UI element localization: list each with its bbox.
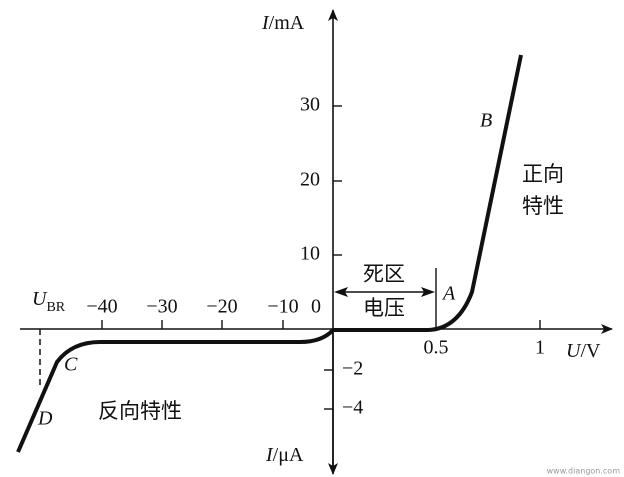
symbol: I [261,12,270,34]
symbol: U [32,288,48,310]
x-tick-label: 0.5 [424,337,449,359]
y-tick-label: 10 [300,243,320,265]
x-tick-label: 1 [535,337,545,359]
unit: /μA [273,444,304,466]
y-top-label: I/mA [261,12,305,34]
watermark: www.diangon.com [547,467,621,476]
point-label: D [37,408,53,430]
symbol: U [566,340,582,362]
subscript: BR [46,300,65,315]
y-tick-label: −4 [342,397,363,419]
point-label: B [480,110,492,132]
ticks [101,105,541,410]
x-tick-label: −20 [206,296,237,318]
y-tick-label: −2 [342,358,363,380]
x-label: U/V [566,340,601,362]
reverse-curve [16,328,335,453]
breakdown-label: UBR [32,288,66,316]
forward-curve [333,54,523,332]
symbol: I [265,444,274,466]
reverse-label: 反向特性 [98,399,182,423]
dead-zone-label: 死区 [363,262,405,286]
forward-label: 正向 [522,162,564,186]
y-tick-label: 30 [300,94,320,116]
x-tick-label: −30 [146,296,177,318]
x-tick-label: −10 [267,296,298,318]
x-tick-label: −40 [86,296,117,318]
point-label: C [64,354,78,376]
forward-label: 特性 [522,194,564,218]
dead-zone-label: 电压 [363,296,405,320]
origin-label: 0 [311,296,321,318]
y-tick-label: 20 [300,169,320,191]
unit: /V [580,340,601,362]
y-bottom-label: I/μA [265,444,304,466]
point-label: A [441,283,456,305]
unit: /mA [269,12,305,34]
